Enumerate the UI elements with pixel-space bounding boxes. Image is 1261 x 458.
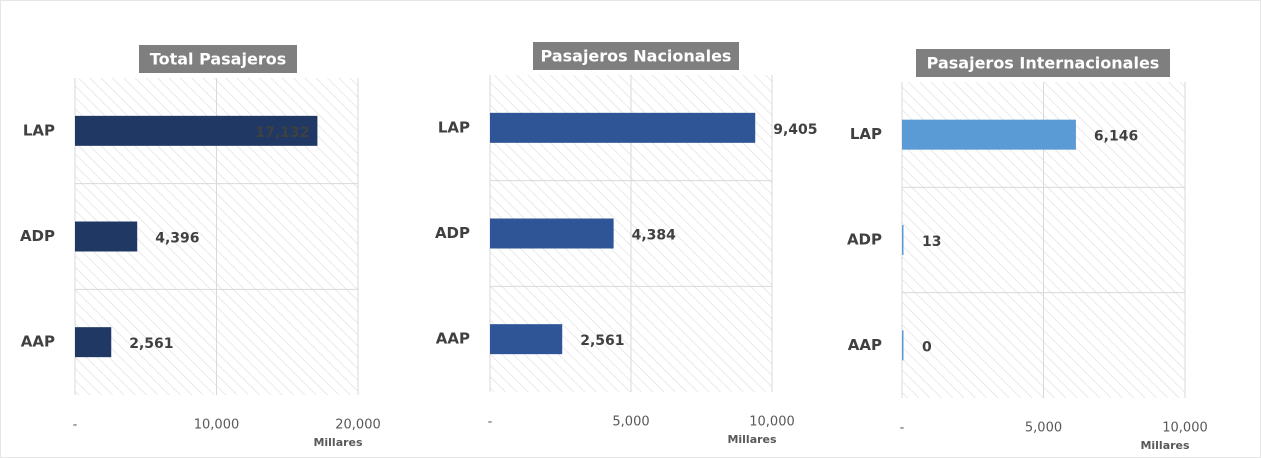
category-label: AAP	[848, 336, 882, 354]
bar	[75, 115, 318, 146]
category-label: ADP	[847, 231, 882, 249]
bar	[490, 112, 756, 143]
category-label: ADP	[20, 227, 55, 245]
title-box	[139, 45, 297, 73]
x-axis-title: Millares	[727, 433, 777, 446]
category-label: ADP	[435, 224, 470, 242]
value-label: 2,561	[129, 336, 173, 352]
title-box	[533, 42, 739, 70]
x-tick-label: -	[73, 418, 78, 433]
x-axis-title: Millares	[313, 436, 363, 449]
category-label: LAP	[23, 121, 55, 139]
value-label: 17,132	[255, 125, 309, 141]
bar	[902, 119, 1076, 150]
x-tick-label: 10,000	[1162, 421, 1208, 436]
value-label: 4,396	[155, 231, 199, 247]
x-tick-label: 10,000	[749, 415, 795, 430]
x-tick-label: 5,000	[612, 415, 649, 430]
category-label: LAP	[438, 118, 470, 136]
value-label: 6,146	[1094, 129, 1138, 145]
value-label: 4,384	[632, 228, 677, 244]
value-label: 9,405	[773, 122, 817, 138]
value-label: 2,561	[580, 333, 624, 349]
bar	[75, 221, 138, 252]
x-tick-label: 5,000	[1025, 421, 1062, 436]
chart-title: Pasajeros Internacionales	[927, 54, 1160, 73]
category-label: AAP	[21, 333, 55, 351]
value-label: 0	[922, 339, 932, 355]
category-label: AAP	[436, 330, 470, 348]
bar	[902, 225, 904, 255]
bar	[902, 330, 904, 361]
title-box	[916, 49, 1170, 77]
category-label: LAP	[850, 125, 882, 143]
x-tick-label: 10,000	[194, 418, 240, 433]
bar	[490, 218, 614, 249]
bar	[75, 327, 112, 358]
x-tick-label: -	[900, 421, 905, 436]
chart-title: Total Pasajeros	[150, 50, 286, 69]
bar	[490, 324, 563, 355]
x-tick-label: -	[488, 415, 493, 430]
x-axis-title: Millares	[1140, 439, 1190, 452]
value-label: 13	[922, 234, 941, 250]
chart-title: Pasajeros Nacionales	[541, 47, 732, 66]
x-tick-label: 20,000	[335, 418, 381, 433]
